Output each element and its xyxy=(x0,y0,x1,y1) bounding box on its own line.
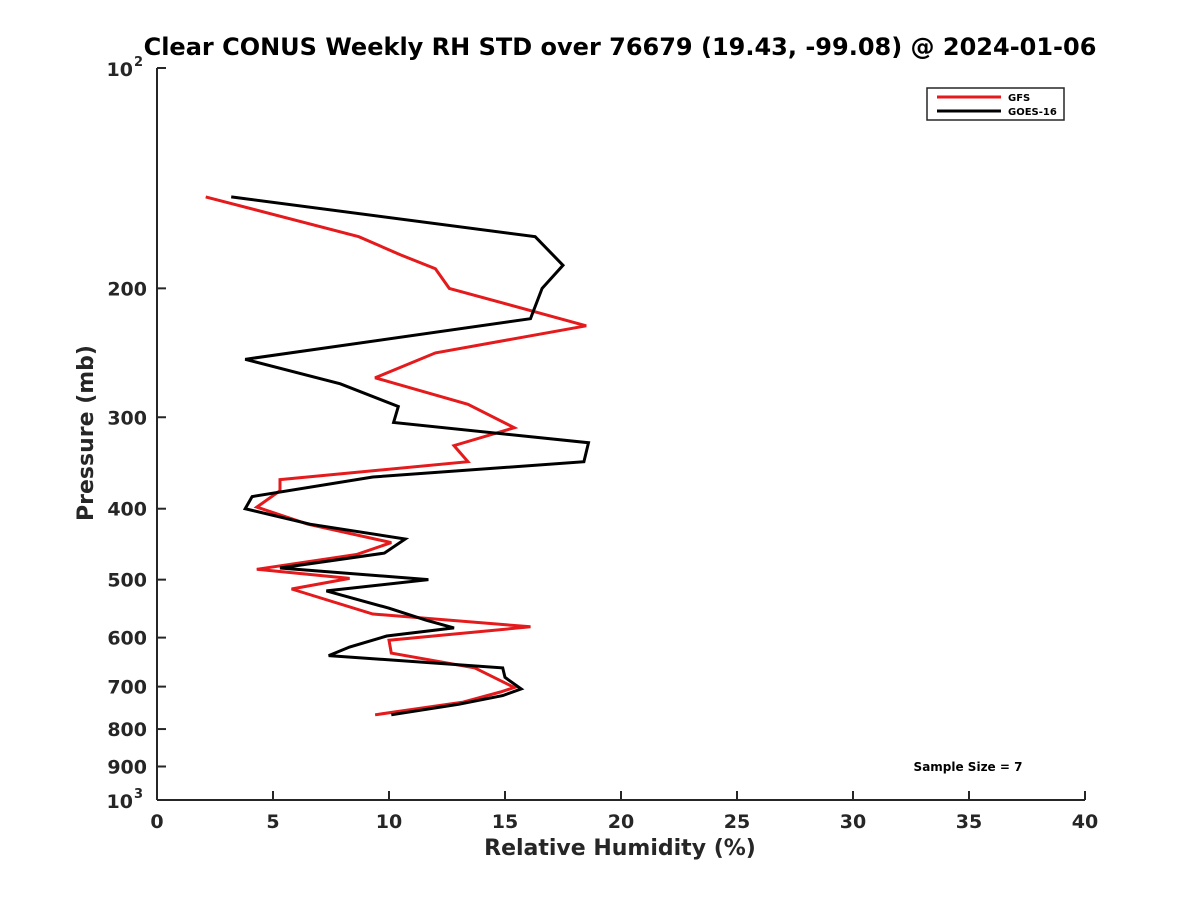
series-line-goes-16 xyxy=(231,195,591,717)
x-tick-label: 10 xyxy=(376,811,402,833)
x-tick-label: 20 xyxy=(608,811,634,833)
x-tick-label: 0 xyxy=(150,811,163,833)
y-axis-label: Pressure (mb) xyxy=(74,345,99,521)
legend-label-goes-16: GOES-16 xyxy=(1008,107,1057,118)
y-tick-label: 400 xyxy=(107,499,147,521)
y-tick-exponent: 3 xyxy=(134,787,143,802)
y-tick-label: 900 xyxy=(107,757,147,779)
y-tick-label: 10 xyxy=(107,59,133,81)
x-axis-label: Relative Humidity (%) xyxy=(484,836,756,861)
y-tick-label: 500 xyxy=(107,570,147,592)
x-tick-label: 5 xyxy=(266,811,279,833)
y-tick-label: 200 xyxy=(107,278,147,300)
legend: GFS GOES-16 xyxy=(926,87,1065,121)
x-tick-label: 15 xyxy=(492,811,518,833)
y-tick-label: 700 xyxy=(107,677,147,699)
y-tick-label: 800 xyxy=(107,719,147,741)
x-tick-label: 35 xyxy=(956,811,982,833)
y-tick-label: 300 xyxy=(107,407,147,429)
y-tick-exponent: 2 xyxy=(134,55,143,70)
legend-label-gfs: GFS xyxy=(1008,93,1030,104)
legend-box xyxy=(926,87,1065,121)
y-tick-label: 600 xyxy=(107,628,147,650)
x-tick-label: 40 xyxy=(1072,811,1098,833)
x-tick-label: 25 xyxy=(724,811,750,833)
chart-title: Clear CONUS Weekly RH STD over 76679 (19… xyxy=(144,33,1097,61)
sample-size-annotation: Sample Size = 7 xyxy=(914,760,1023,774)
y-tick-label: 10 xyxy=(107,791,133,813)
x-tick-label: 30 xyxy=(840,811,866,833)
series-layer xyxy=(205,195,591,717)
series-line-gfs xyxy=(205,195,587,717)
